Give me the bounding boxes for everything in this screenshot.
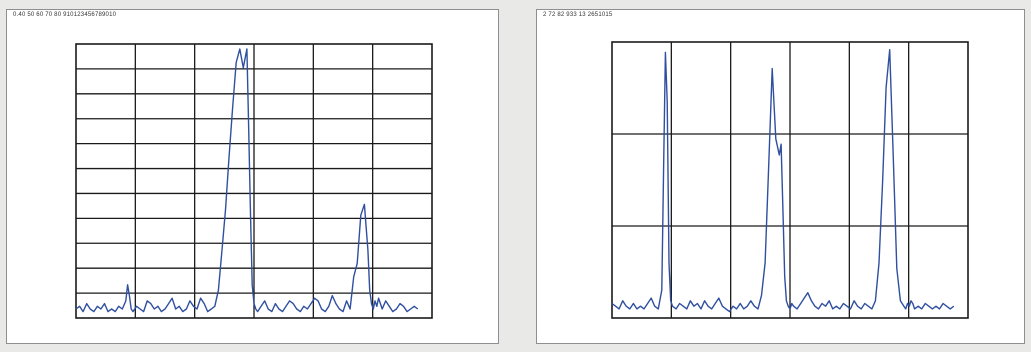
left-line-chart xyxy=(75,43,433,319)
right-chart-panel: 2 72 82 933 13 2651015 xyxy=(536,9,1025,344)
signal-trace-line xyxy=(75,48,419,313)
signal-trace-line xyxy=(611,49,955,313)
right-line-chart xyxy=(611,41,969,319)
left-chart-panel: 0.40 50 60 70 80 910123456789010 xyxy=(6,9,499,344)
left-chart-header: 0.40 50 60 70 80 910123456789010 xyxy=(13,12,117,18)
right-chart-header: 2 72 82 933 13 2651015 xyxy=(543,12,613,18)
